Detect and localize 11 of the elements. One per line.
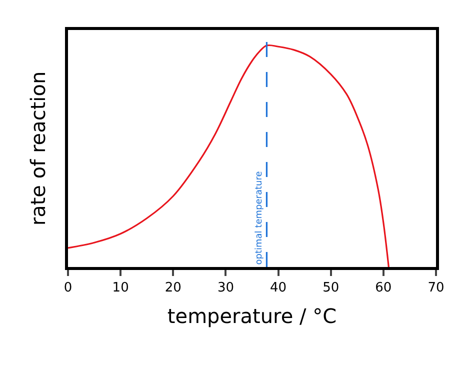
x-tick-label: 0: [64, 280, 72, 296]
x-tick-label: 20: [164, 280, 182, 296]
x-axis-title: temperature / °C: [167, 304, 337, 328]
x-tick-label: 10: [112, 280, 129, 296]
y-axis-title: rate of reaction: [26, 71, 50, 226]
x-tick-label: 30: [217, 280, 234, 296]
ref-line-label: optimal temperature: [254, 170, 265, 265]
x-tick-label: 60: [375, 280, 392, 296]
x-tick-label: 50: [322, 280, 340, 296]
x-tick-label: 40: [270, 280, 287, 296]
x-tick-label: 70: [428, 280, 444, 296]
